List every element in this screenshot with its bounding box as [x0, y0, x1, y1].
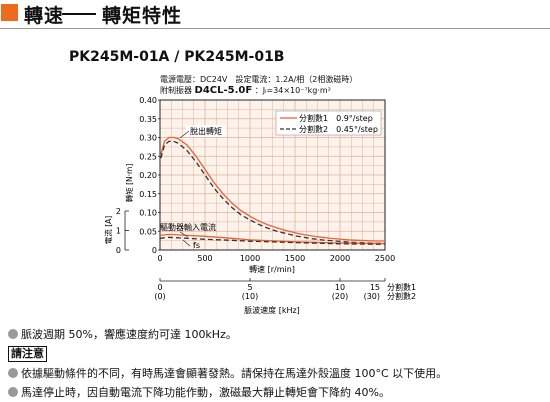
pulse-tick-top: 15	[370, 283, 380, 292]
x-tick-label: 2500	[375, 254, 395, 263]
caution-row: 請注意	[8, 344, 447, 364]
torque-tick-label: 0.25	[139, 152, 157, 161]
pulse-div2-label: 分割數2	[387, 291, 416, 301]
note-heat: 依據驅動條件的不同，有時馬達會顯著發熱。請保持在馬達外殼溫度 100°C 以下使…	[8, 364, 447, 383]
torque-speed-chart: 0.05 0.10 0.15 0.20 0.25 0.30 0.35 0.40 轉矩 [N·m]…	[103, 96, 416, 315]
torque-zero-label: 0	[152, 246, 157, 255]
torque-tick-label: 0.15	[139, 190, 157, 199]
driver-model: D4CL-5.0F	[194, 85, 253, 96]
pulse-axis-label: 脈波速度 [kHz]	[244, 305, 300, 315]
torque-tick-label: 0.40	[139, 96, 157, 105]
current-tick-label: 0	[116, 246, 121, 255]
fs-leader	[182, 239, 191, 247]
pulse-div1-label: 分割數1	[387, 282, 416, 292]
bullet-icon	[8, 368, 18, 378]
pullout-label-bg	[186, 125, 226, 137]
torque-tick-label: 0.20	[139, 171, 157, 180]
torque-series-line	[160, 140, 385, 244]
x-tick-label: 0	[157, 254, 162, 263]
spec-line-1: 電源電壓：DC24V 設定電流：1.2A/相（2相激磁時）	[160, 75, 358, 84]
x-tick-label: 2000	[330, 254, 350, 263]
pulse-tick-bottom: (20)	[332, 292, 348, 301]
pulse-tick-top: 0	[157, 283, 162, 292]
input-current-leader	[179, 231, 189, 238]
torque-tick-label: 0.35	[139, 115, 157, 124]
pulse-tick-bottom: (30)	[364, 292, 380, 301]
pulse-tick-bottom: (10)	[242, 292, 258, 301]
torque-tick-label: 0.30	[139, 134, 157, 143]
current-series-line	[159, 233, 386, 245]
input-current-annotation: 驅動器輸入電流	[160, 222, 216, 232]
spec-line-2: 附制振器 D4CL-5.0F ：Jₗ=34×10⁻⁷kg·m²	[160, 85, 331, 96]
title-left: 轉速	[24, 5, 65, 27]
torque-tick-label: 0.10	[139, 209, 157, 218]
fs-annotation: fs	[193, 241, 200, 250]
section-title: 轉速 轉矩特性	[24, 1, 182, 28]
legend-box	[275, 110, 382, 136]
note-pulse: 脈波週期 50%，響應速度約可達 100kHz。	[8, 325, 447, 344]
title-right: 轉矩特性	[102, 5, 183, 27]
current-axis-label: 電流 [A]	[103, 216, 113, 244]
title-dash	[62, 13, 96, 15]
current-tick-label: 1	[116, 227, 121, 236]
x-tick-label: 1000	[240, 254, 260, 263]
legend-label: 分割數1 0.9°/step	[299, 113, 373, 123]
inertia-value: ：Jₗ=34×10⁻⁷kg·m²	[254, 86, 331, 95]
pullout-annotation: 脫出轉矩	[190, 126, 222, 136]
pulse-tick-bottom: (0)	[154, 292, 165, 301]
damper-label: 附制振器	[160, 86, 192, 95]
torque-tick-label: 0.05	[139, 227, 157, 236]
model-name: PK245M-01A / PK245M-01B	[69, 49, 285, 65]
notes: 脈波週期 50%，響應速度約可達 100kHz。 請注意 依據驅動條件的不同，有…	[8, 325, 447, 402]
bullet-icon	[8, 387, 18, 397]
section-header: 轉速 轉矩特性	[0, 0, 550, 30]
torque-series-line	[160, 136, 385, 242]
current-series-line	[159, 236, 386, 245]
pullout-leader	[179, 130, 190, 139]
note-current-down: 馬達停止時，因自動電流下降功能作動，激磁最大靜止轉矩會下降約 40%。	[8, 383, 447, 402]
pulse-tick-top: 10	[335, 283, 345, 292]
current-tick-label: 2	[116, 207, 121, 216]
caution-label: 請注意	[8, 346, 47, 362]
header-rule	[0, 28, 550, 29]
x-tick-label: 1500	[285, 254, 305, 263]
x-axis-label: 轉速 [r/min]	[249, 264, 295, 274]
bullet-icon	[8, 329, 18, 339]
x-tick-label: 500	[197, 254, 212, 263]
orange-square-icon	[1, 4, 18, 21]
legend-label: 分割數2 0.45°/step	[299, 124, 378, 134]
torque-axis-label: 轉矩 [N·m]	[124, 164, 134, 203]
pulse-tick-top: 5	[247, 283, 252, 292]
